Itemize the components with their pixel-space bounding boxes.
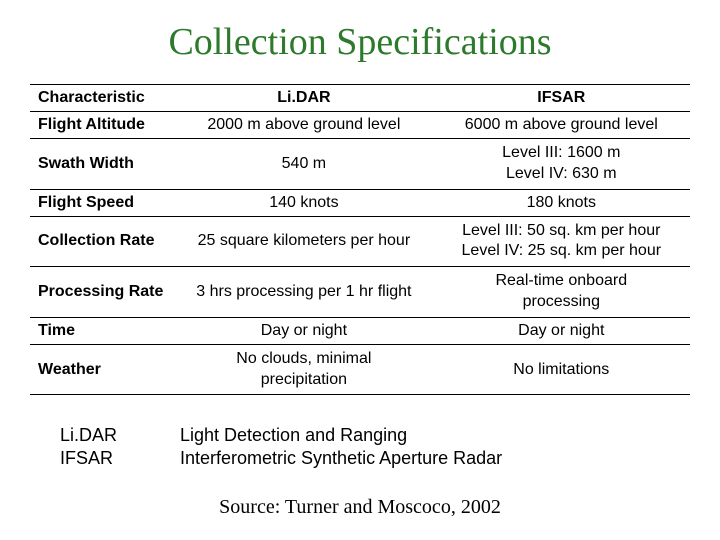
table-row: Processing Rate 3 hrs processing per 1 h… (30, 267, 690, 318)
source-citation: Source: Turner and Moscoco, 2002 (30, 496, 690, 519)
cell-line: Level IV: 25 sq. km per hour (462, 242, 662, 259)
table-row: Weather No clouds, minimal precipitation… (30, 344, 690, 395)
definition-abbreviations: Li.DAR IFSAR (60, 425, 180, 471)
cell-ifsar: Day or night (433, 317, 690, 344)
cell-line: No clouds, minimal (236, 350, 371, 367)
cell-line: Level IV: 630 m (506, 165, 617, 182)
row-label: Flight Speed (30, 189, 175, 216)
header-characteristic: Characteristic (30, 85, 175, 112)
cell-lidar: 25 square kilometers per hour (175, 216, 432, 267)
definitions-block: Li.DAR IFSAR Light Detection and Ranging… (60, 425, 690, 471)
cell-lidar: 540 m (175, 139, 432, 190)
ifsar-abbr: IFSAR (60, 448, 180, 469)
cell-line: precipitation (261, 371, 347, 388)
cell-ifsar: 180 knots (433, 189, 690, 216)
cell-ifsar: Real-time onboard processing (433, 267, 690, 318)
cell-lidar: Day or night (175, 317, 432, 344)
table-row: Time Day or night Day or night (30, 317, 690, 344)
table-header-row: Characteristic Li.DAR IFSAR (30, 85, 690, 112)
table-row: Collection Rate 25 square kilometers per… (30, 216, 690, 267)
cell-lidar: 3 hrs processing per 1 hr flight (175, 267, 432, 318)
cell-line: Level III: 1600 m (502, 144, 620, 161)
definition-expansions: Light Detection and Ranging Interferomet… (180, 425, 502, 471)
lidar-abbr: Li.DAR (60, 425, 180, 446)
row-label: Weather (30, 344, 175, 395)
cell-ifsar: 6000 m above ground level (433, 112, 690, 139)
cell-lidar: 2000 m above ground level (175, 112, 432, 139)
row-label: Time (30, 317, 175, 344)
row-label: Flight Altitude (30, 112, 175, 139)
row-label: Collection Rate (30, 216, 175, 267)
cell-line: processing (523, 293, 600, 310)
lidar-full: Light Detection and Ranging (180, 425, 502, 446)
row-label: Processing Rate (30, 267, 175, 318)
cell-lidar: 140 knots (175, 189, 432, 216)
cell-ifsar: No limitations (433, 344, 690, 395)
header-ifsar: IFSAR (433, 85, 690, 112)
cell-ifsar: Level III: 50 sq. km per hour Level IV: … (433, 216, 690, 267)
specifications-table: Characteristic Li.DAR IFSAR Flight Altit… (30, 84, 690, 395)
cell-line: Level III: 50 sq. km per hour (462, 222, 660, 239)
cell-lidar: No clouds, minimal precipitation (175, 344, 432, 395)
cell-ifsar: Level III: 1600 m Level IV: 630 m (433, 139, 690, 190)
row-label: Swath Width (30, 139, 175, 190)
page-title: Collection Specifications (30, 20, 690, 64)
cell-line: Real-time onboard (495, 272, 627, 289)
header-lidar: Li.DAR (175, 85, 432, 112)
table-row: Flight Speed 140 knots 180 knots (30, 189, 690, 216)
table-row: Swath Width 540 m Level III: 1600 m Leve… (30, 139, 690, 190)
table-row: Flight Altitude 2000 m above ground leve… (30, 112, 690, 139)
ifsar-full: Interferometric Synthetic Aperture Radar (180, 448, 502, 469)
